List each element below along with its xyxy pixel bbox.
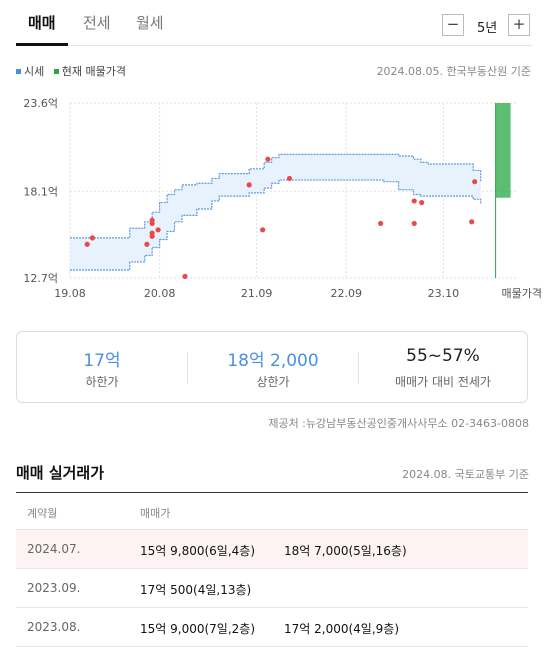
- transaction-point: [472, 179, 478, 185]
- y-tick-label: 23.6억: [23, 97, 58, 110]
- lower-price-value: 17억: [83, 351, 121, 371]
- x-tick-label: 매물가격: [502, 287, 542, 300]
- header-sale-price: 매매가: [140, 507, 171, 520]
- lower-price-label: 하한가: [85, 375, 119, 389]
- market-price-lower-line: [70, 179, 482, 271]
- transaction-point: [469, 219, 475, 225]
- deals-title: 매매 실거래가: [16, 464, 105, 482]
- deals-source: 2024.08. 국토교통부 기준: [402, 468, 529, 481]
- transaction-point: [260, 227, 266, 233]
- row-price: 15억 9,000(7일,2층): [140, 622, 256, 636]
- divider: [358, 352, 359, 384]
- table-row[interactable]: 2024.07. 15억 9,800(6일,4층) 18억 7,000(5일,1…: [16, 530, 528, 569]
- summary-jeonse-ratio: 55~57% 매매가 대비 전세가: [359, 332, 527, 404]
- active-tab-indicator: [16, 43, 68, 46]
- tab-sale[interactable]: 매매: [28, 14, 56, 32]
- transaction-point: [378, 220, 384, 227]
- period-decrease-button[interactable]: −: [442, 14, 464, 36]
- x-tick-label: 20.08: [144, 287, 176, 300]
- transaction-point: [155, 227, 161, 233]
- legend-swatch-market-price: [16, 68, 21, 74]
- x-tick-label: 22.09: [331, 287, 363, 300]
- x-tick-label: 21.09: [241, 287, 273, 300]
- upper-price-label: 상한가: [256, 375, 290, 389]
- row-month: 2023.09.: [27, 581, 81, 595]
- tab-monthly-rent[interactable]: 월세: [136, 14, 164, 32]
- table-row[interactable]: 2023.09. 17억 500(4일,13층): [16, 569, 528, 608]
- row-month: 2024.07.: [27, 542, 81, 556]
- x-tick-label: 23.10: [428, 287, 460, 300]
- provider-info: 제공처 :뉴강남부동산공인중개사사무소 02-3463-0808: [268, 417, 529, 430]
- row-price: 17억 2,000(4일,9층): [284, 622, 400, 636]
- table-row[interactable]: 2023.08. 15억 9,000(7일,2층) 17억 2,000(4일,9…: [16, 608, 528, 647]
- legend-swatch-listing-price: [53, 68, 59, 74]
- y-tick-label: 12.7억: [23, 272, 58, 285]
- transaction-point: [419, 199, 425, 206]
- transaction-point: [411, 198, 417, 204]
- chart-source: 2024.08.05. 한국부동산원 기준: [376, 65, 531, 78]
- transaction-point: [286, 175, 293, 182]
- period-selector: − 5년 +: [442, 14, 532, 38]
- period-value: 5년: [477, 21, 498, 36]
- transaction-point: [265, 156, 271, 162]
- legend-item-listing-price: 현재 매물가격: [53, 65, 126, 78]
- transaction-point: [149, 230, 155, 236]
- tab-bar: 매매 전세 월세 − 5년 +: [16, 0, 532, 46]
- market-price-upper-line: [70, 153, 482, 239]
- transaction-point: [246, 182, 252, 188]
- price-chart: 23.6억 18.1억 12.7억 19.08 20.08 21.09 22.09 23.10…: [23, 97, 542, 300]
- deals-table-header: 계약월 매매가: [16, 492, 528, 530]
- tab-jeonse[interactable]: 전세: [83, 14, 111, 32]
- transaction-point: [144, 241, 150, 247]
- summary-lower-price: 17억 하한가: [17, 332, 187, 404]
- transaction-point: [182, 273, 188, 279]
- transaction-point: [84, 241, 90, 247]
- transaction-point: [89, 235, 95, 241]
- row-price: 18억 7,000(5일,16층): [284, 544, 407, 558]
- period-increase-button[interactable]: +: [508, 14, 530, 36]
- y-tick-label: 18.1억: [23, 185, 58, 198]
- transaction-point: [411, 220, 417, 227]
- upper-price-value: 18억 2,000: [227, 351, 319, 371]
- row-price: 17억 500(4일,13층): [140, 583, 252, 597]
- x-tick-label: 19.08: [54, 287, 86, 300]
- transaction-point: [149, 217, 155, 223]
- market-price-band: [70, 154, 481, 270]
- jeonse-ratio-label: 매매가 대비 전세가: [395, 375, 491, 389]
- divider: [187, 352, 188, 384]
- row-price: 15억 9,800(6일,4층): [140, 544, 256, 558]
- summary-upper-price: 18억 2,000 상한가: [188, 332, 358, 404]
- jeonse-ratio-value: 55~57%: [406, 346, 480, 366]
- listing-price-bar: [495, 103, 511, 198]
- row-month: 2023.08.: [27, 620, 81, 634]
- header-contract-month: 계약월: [27, 507, 58, 520]
- chart-legend: 시세 현재 매물가격: [16, 63, 132, 79]
- price-summary: 17억 하한가 18억 2,000 상한가 55~57% 매매가 대비 전세가: [16, 331, 528, 403]
- legend-item-market-price: 시세: [16, 65, 44, 78]
